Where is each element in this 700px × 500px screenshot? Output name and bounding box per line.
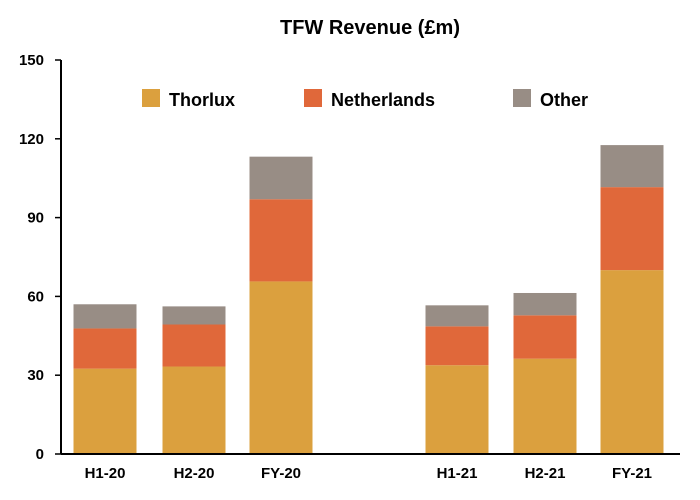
y-tick-label: 30 xyxy=(27,367,44,384)
bar-segment-thorlux-h2-21 xyxy=(513,358,577,454)
x-tick-label: FY-21 xyxy=(612,465,652,482)
bar-segment-thorlux-h1-21 xyxy=(425,365,489,454)
bar-segment-netherlands-h1-21 xyxy=(425,326,489,366)
y-tick-label: 90 xyxy=(27,210,44,227)
legend-label-thorlux: Thorlux xyxy=(169,90,235,110)
bar-segment-thorlux-h1-20 xyxy=(73,368,137,454)
legend-swatch-netherlands xyxy=(304,89,322,107)
bar-segment-netherlands-h1-20 xyxy=(73,328,137,369)
y-tick-label: 60 xyxy=(27,288,44,305)
y-tick-label: 120 xyxy=(19,131,44,148)
bar-segment-netherlands-h2-20 xyxy=(162,324,226,367)
x-tick-label: H2-20 xyxy=(174,465,215,482)
x-axis-ticks: H1-20 H2-20 FY-20 H1-21 H2-21 FY-21 xyxy=(85,465,652,482)
x-tick-label: H1-21 xyxy=(437,465,478,482)
legend-swatch-other xyxy=(513,89,531,107)
bar-segment-netherlands-fy-21 xyxy=(600,187,664,271)
bar-segment-netherlands-h2-21 xyxy=(513,315,577,359)
bar-segment-netherlands-fy-20 xyxy=(249,199,313,282)
bar-segment-thorlux-h2-20 xyxy=(162,366,226,454)
bar-segment-other-h1-21 xyxy=(425,305,489,327)
bar-segment-other-fy-21 xyxy=(600,145,664,188)
y-tick-label: 0 xyxy=(36,446,44,463)
bar-segment-other-h2-20 xyxy=(162,306,226,325)
legend-label-other: Other xyxy=(540,90,588,110)
x-tick-label: H1-20 xyxy=(85,465,126,482)
y-axis-ticks: 0 30 60 90 120 150 xyxy=(19,52,61,463)
x-tick-label: H2-21 xyxy=(525,465,566,482)
bar-segment-thorlux-fy-20 xyxy=(249,281,313,454)
legend-swatch-thorlux xyxy=(142,89,160,107)
bar-segment-other-h2-21 xyxy=(513,292,577,316)
chart-title: TFW Revenue (£m) xyxy=(280,17,460,39)
bar-segment-other-fy-20 xyxy=(249,156,313,200)
x-tick-label: FY-20 xyxy=(261,465,301,482)
legend: Thorlux Netherlands Other xyxy=(142,89,588,110)
legend-label-netherlands: Netherlands xyxy=(331,90,435,110)
bars xyxy=(73,145,664,454)
y-tick-label: 150 xyxy=(19,52,44,69)
bar-segment-other-h1-20 xyxy=(73,304,137,329)
bar-segment-thorlux-fy-21 xyxy=(600,270,664,454)
